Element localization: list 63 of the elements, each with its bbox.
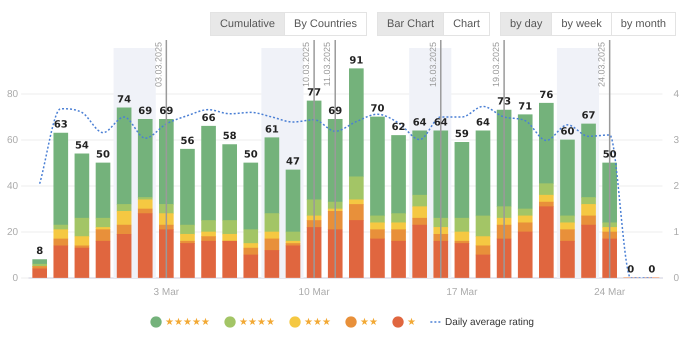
legend-label: ★★★ [304,316,332,328]
ref-line-label: 11.03.2025 [322,42,332,86]
y-tick-label: 80 [7,88,19,100]
total-label: 73 [497,96,512,108]
ref-line-label: 10.03.2025 [301,42,312,88]
text: by day [500,12,552,36]
text: Cumulative [210,12,285,36]
total-label: 60 [560,126,574,138]
y2-tick-label: 2 [673,180,680,192]
total-label: 50 [96,150,110,161]
y2-tick-label: 1 [673,226,680,238]
total-label: 66 [202,112,216,124]
total-label: 69 [159,106,174,117]
total-label: 58 [222,131,237,142]
legend-label: ★★ [360,316,378,328]
y-tick-label: 40 [7,180,19,192]
y-tick-label: 20 [7,226,19,238]
text: Chart [443,12,490,36]
total-label: 59 [454,128,469,140]
total-label: 63 [54,120,68,131]
total-label: 64 [476,117,490,128]
ref-line-label: 03.03.2025 [153,42,164,88]
y2-tick-label: 4 [673,88,680,100]
x-tick-label: 3 Mar [154,286,180,298]
total-label: 50 [602,150,617,161]
total-label: 76 [539,90,554,101]
total-label: 56 [180,136,194,147]
y2-tick-label: 0 [673,272,680,284]
total-label: 54 [74,140,89,152]
total-label: 61 [264,124,279,136]
total-label: 0 [648,264,656,276]
ref-line-label: 16.03.2025 [428,42,438,88]
legend-label: ★★★★ [239,316,276,328]
text: by month [610,12,676,36]
total-label: 0 [627,264,634,276]
x-tick-label: 24 Mar [594,286,626,298]
y-tick-label: 0 [12,272,19,284]
total-label: 69 [138,106,152,117]
total-label: 50 [244,150,258,161]
legend-label: ★★★★★ [165,316,210,328]
total-label: 74 [117,94,132,106]
text: Bar Chart [376,12,444,36]
legend-label: Daily average rating [445,316,534,328]
total-label: 91 [349,55,364,66]
total-label: 77 [307,87,322,98]
total-label: 64 [434,117,448,128]
x-tick-label: 10 Mar [298,286,330,298]
total-label: 70 [370,104,384,115]
total-label: 47 [286,156,300,168]
ref-line-label: 24.03.2025 [596,42,607,88]
y2-tick-label: 3 [673,134,680,146]
total-label: 8 [36,246,44,258]
total-label: 64 [412,117,427,128]
ref-line-label: 19.03.2025 [491,42,502,88]
total-label: 69 [328,106,342,117]
x-tick-label: 17 Mar [446,286,478,298]
total-label: 67 [582,110,596,122]
total-label: 62 [392,122,406,133]
legend-label: ★ [407,316,416,328]
text: by week [551,12,612,36]
text: By Countries [284,12,367,36]
total-label: 71 [518,101,532,112]
y-tick-label: 60 [7,134,19,146]
